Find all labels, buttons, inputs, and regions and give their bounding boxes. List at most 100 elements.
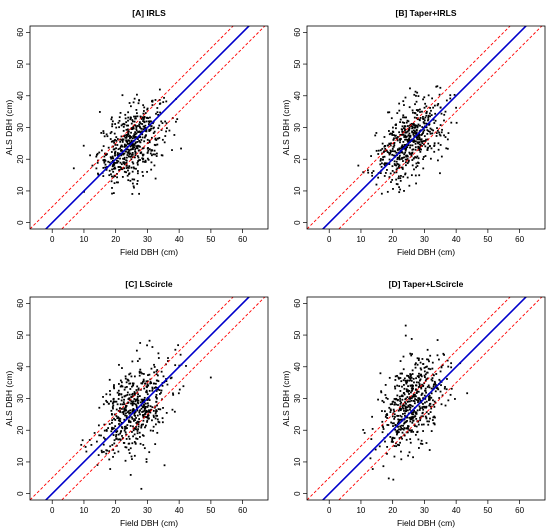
y-tick-label: 50 — [16, 59, 25, 68]
data-point — [159, 408, 162, 411]
data-point — [100, 449, 103, 452]
data-point — [104, 163, 107, 166]
data-point — [420, 134, 423, 136]
data-point — [139, 413, 141, 416]
data-point — [108, 458, 111, 461]
data-point — [148, 451, 151, 454]
data-point — [155, 390, 158, 392]
data-point — [120, 144, 123, 147]
data-point — [156, 414, 159, 417]
data-point — [406, 176, 409, 179]
data-point — [151, 387, 154, 390]
y-axis-label: ALS DBH (cm) — [281, 99, 291, 155]
data-point — [136, 115, 139, 118]
data-point — [388, 176, 391, 178]
data-point — [418, 385, 421, 388]
data-point — [414, 433, 417, 436]
data-point — [392, 441, 394, 443]
data-point — [386, 417, 389, 419]
data-point — [440, 131, 443, 134]
data-point — [166, 383, 169, 386]
data-point — [128, 139, 130, 142]
data-point — [72, 167, 75, 170]
data-point — [130, 396, 133, 398]
y-tick-label: 0 — [16, 220, 25, 225]
data-point — [161, 122, 164, 124]
data-point — [114, 162, 117, 164]
data-point — [411, 413, 414, 416]
data-point — [404, 128, 407, 131]
data-point — [156, 404, 158, 407]
data-point — [111, 120, 114, 123]
data-point — [146, 415, 149, 418]
data-point — [404, 151, 407, 154]
data-point — [416, 390, 419, 393]
data-point — [154, 417, 157, 420]
data-point — [141, 147, 144, 150]
data-point — [414, 103, 416, 106]
data-point — [375, 132, 378, 134]
data-point — [433, 383, 436, 386]
data-point — [138, 357, 141, 360]
data-point — [90, 444, 93, 446]
data-point — [390, 409, 392, 412]
x-tick-label: 40 — [452, 235, 461, 244]
data-point — [422, 403, 424, 405]
data-point — [426, 385, 429, 388]
data-point — [147, 404, 150, 407]
data-point — [134, 141, 137, 144]
data-point — [173, 410, 176, 413]
data-point — [123, 143, 126, 146]
data-point — [142, 423, 144, 426]
data-point — [424, 155, 427, 157]
data-point — [424, 397, 427, 400]
data-point — [138, 140, 141, 142]
data-point — [410, 404, 412, 407]
data-point — [132, 145, 134, 147]
data-point — [414, 362, 417, 365]
data-point — [382, 426, 385, 429]
data-point — [109, 445, 112, 448]
data-point — [129, 382, 132, 385]
data-point — [152, 425, 155, 428]
data-point — [414, 393, 416, 396]
data-point — [148, 141, 151, 144]
data-point — [149, 129, 152, 131]
data-point — [411, 130, 414, 133]
data-point — [424, 390, 427, 392]
data-point — [115, 400, 118, 403]
data-point — [112, 192, 115, 194]
data-point — [133, 411, 136, 414]
data-point — [369, 457, 372, 460]
data-point — [163, 141, 166, 144]
data-point — [80, 443, 83, 446]
y-tick-label: 30 — [293, 123, 302, 132]
data-point — [158, 137, 161, 139]
data-point — [117, 121, 120, 124]
data-point — [108, 169, 111, 172]
data-point — [404, 158, 407, 161]
data-point — [113, 413, 116, 416]
data-point — [379, 172, 382, 175]
data-point — [134, 403, 137, 406]
data-point — [394, 428, 397, 431]
data-point — [146, 421, 148, 423]
data-point — [398, 437, 401, 439]
data-point — [396, 162, 399, 165]
data-point — [393, 160, 396, 163]
data-point — [411, 385, 414, 388]
data-point — [427, 367, 430, 370]
data-point — [104, 159, 107, 162]
data-point — [146, 157, 149, 160]
data-point — [135, 437, 138, 440]
data-point — [405, 427, 408, 430]
data-point — [379, 159, 382, 162]
data-point — [394, 385, 396, 388]
data-point — [112, 170, 115, 173]
data-point — [406, 119, 409, 122]
data-point — [178, 388, 181, 391]
data-point — [131, 128, 134, 131]
y-tick-label: 20 — [293, 425, 302, 434]
data-point — [397, 404, 399, 406]
